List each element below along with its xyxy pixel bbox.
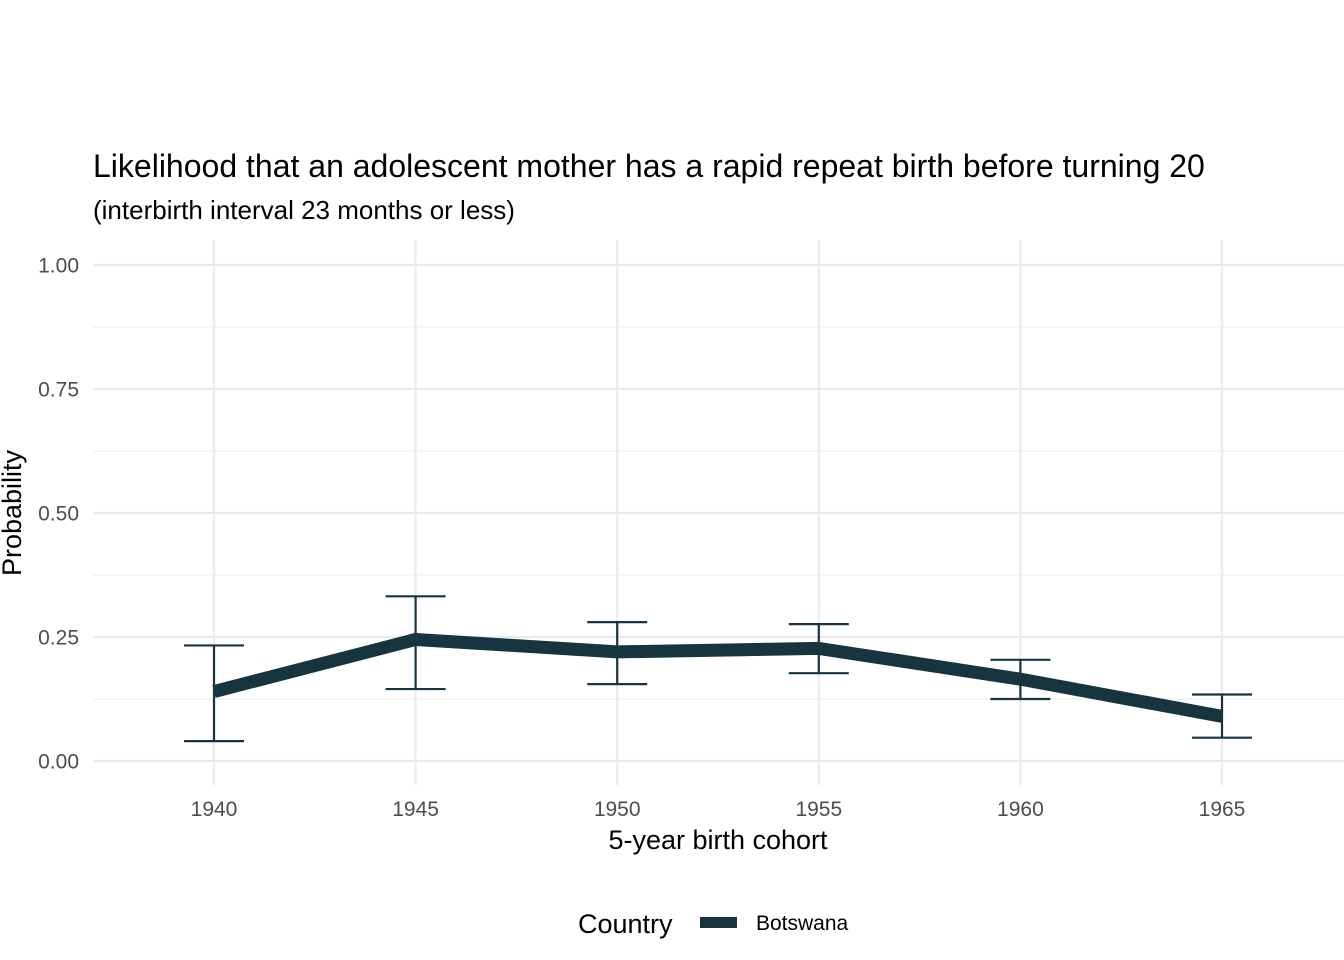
- x-tick-label: 1965: [1199, 798, 1246, 821]
- y-axis-ticks: 0.00 0.25 0.50 0.75 1.00: [38, 255, 79, 774]
- chart-subtitle: (interbirth interval 23 months or less): [93, 195, 515, 225]
- y-axis-title: Probability: [0, 449, 27, 576]
- y-tick-label: 0.75: [38, 379, 79, 402]
- series-line-botswana: [212, 632, 1224, 723]
- y-tick-label: 1.00: [38, 255, 79, 278]
- y-tick-label: 0.25: [38, 627, 79, 650]
- y-tick-label: 0.00: [38, 751, 79, 774]
- legend-title: Country: [578, 909, 673, 939]
- x-axis-title: 5-year birth cohort: [608, 825, 828, 855]
- legend-swatch-botswana: [700, 917, 737, 928]
- error-bars: [184, 595, 1252, 743]
- x-tick-label: 1955: [795, 798, 842, 821]
- x-axis-ticks: 1940 1945 1950 1955 1960 1965: [191, 798, 1246, 821]
- y-tick-label: 0.50: [38, 503, 79, 526]
- x-tick-label: 1960: [997, 798, 1044, 821]
- series-lines: [212, 632, 1224, 723]
- x-tick-label: 1940: [191, 798, 238, 821]
- x-tick-label: 1945: [392, 798, 439, 821]
- legend-label-botswana: Botswana: [756, 912, 849, 935]
- legend: Country Botswana: [578, 909, 849, 939]
- chart-title: Likelihood that an adolescent mother has…: [93, 148, 1205, 184]
- x-tick-label: 1950: [594, 798, 641, 821]
